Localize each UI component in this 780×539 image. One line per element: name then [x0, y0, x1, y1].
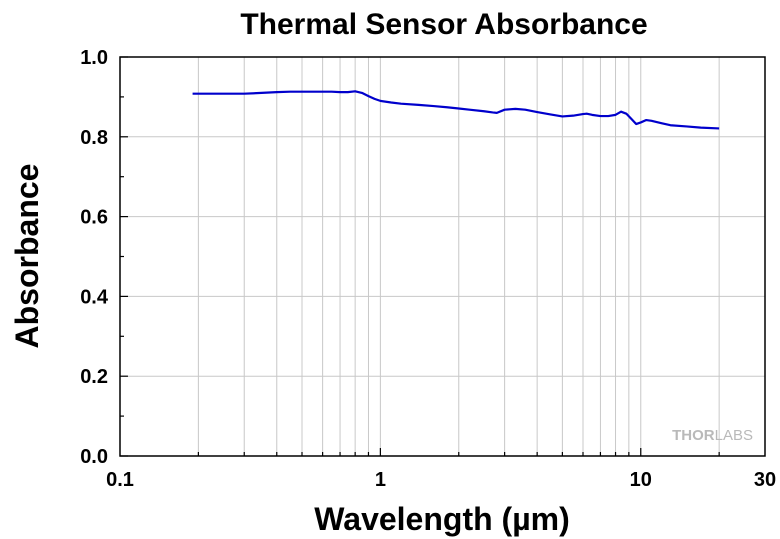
- x-tick-labels: 0.1 1 10 30: [106, 469, 776, 491]
- y-tick-label: 0.2: [80, 366, 108, 388]
- y-tick-label: 0.0: [80, 446, 108, 468]
- grid: [120, 57, 765, 456]
- x-tick-label: 10: [630, 469, 652, 491]
- x-tick-label: 1: [375, 469, 386, 491]
- thorlabs-watermark: THORLABS: [672, 427, 753, 444]
- y-tick-label: 1.0: [80, 47, 108, 69]
- y-tick-label: 0.4: [80, 286, 109, 308]
- y-tick-label: 0.6: [80, 207, 108, 229]
- x-axis-label: Wavelength (µm): [314, 501, 569, 537]
- y-tick-label: 0.8: [80, 127, 108, 149]
- watermark-bold: THOR: [672, 427, 715, 444]
- x-tick-label: 0.1: [106, 469, 134, 491]
- y-tick-labels: 0.0 0.2 0.4 0.6 0.8 1.0: [80, 47, 109, 468]
- watermark-light: LABS: [715, 427, 753, 444]
- series-line: [192, 90, 720, 130]
- axis-ticks: [120, 56, 720, 457]
- chart-title: Thermal Sensor Absorbance: [240, 8, 647, 41]
- y-axis-label: Absorbance: [9, 164, 45, 349]
- plot-frame: [119, 56, 766, 457]
- x-tick-label: 30: [754, 469, 776, 491]
